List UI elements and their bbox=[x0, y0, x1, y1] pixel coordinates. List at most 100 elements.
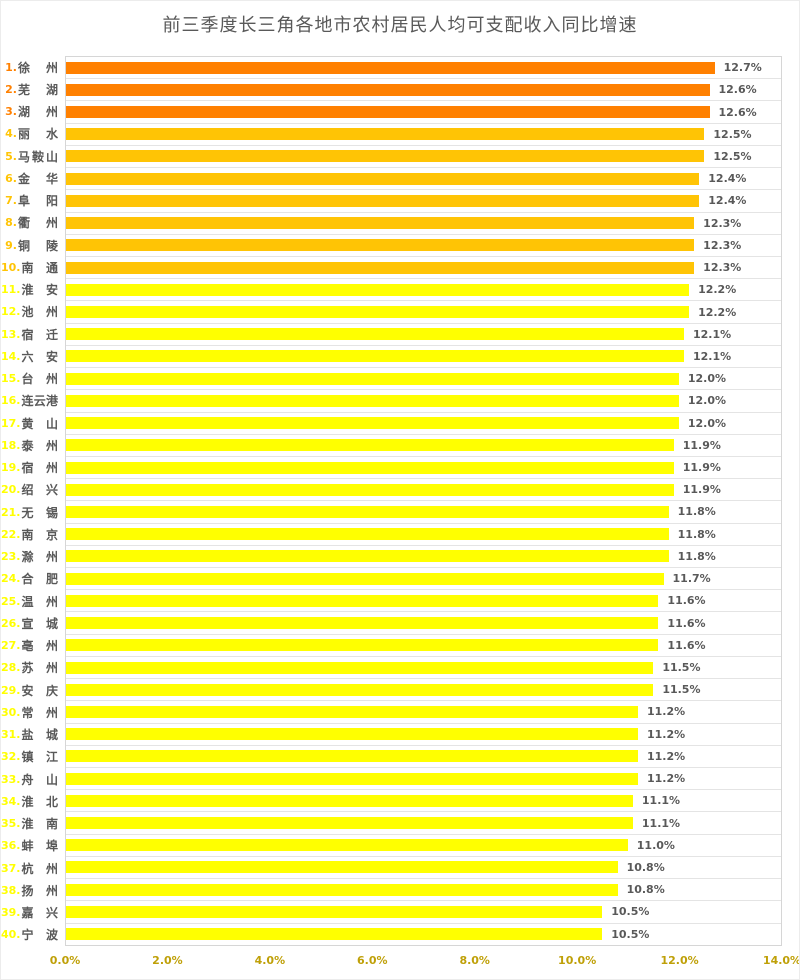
bar bbox=[66, 61, 715, 74]
city-name: 铜陵 bbox=[18, 237, 58, 254]
city-name-char: 安 bbox=[45, 349, 58, 364]
bar-row: 11.6% bbox=[66, 590, 781, 613]
rank-number: 16. bbox=[1, 394, 21, 408]
city-name: 马鞍山 bbox=[18, 148, 58, 165]
bar bbox=[66, 106, 710, 119]
value-label: 11.6% bbox=[667, 594, 706, 608]
category-label-row: 38. 扬州 bbox=[1, 879, 63, 901]
rank-number: 34. bbox=[1, 794, 21, 808]
city-name-char: 丽 bbox=[18, 127, 31, 142]
bar-row: 10.8% bbox=[66, 857, 781, 880]
city-name-char: 金 bbox=[18, 171, 31, 186]
city-name-char: 埠 bbox=[45, 839, 58, 854]
bar-row: 10.5% bbox=[66, 924, 781, 945]
category-label-row: 4. 丽水 bbox=[1, 123, 63, 145]
category-label-row: 28. 苏州 bbox=[1, 657, 63, 679]
value-label: 12.0% bbox=[687, 394, 727, 408]
bar bbox=[66, 505, 669, 518]
rank-number: 12. bbox=[1, 305, 21, 319]
bar bbox=[66, 528, 669, 541]
city-name-char: 宣 bbox=[21, 616, 34, 631]
value-label: 11.2% bbox=[647, 772, 686, 786]
bar-row: 11.8% bbox=[66, 524, 781, 546]
city-name: 湖州 bbox=[18, 103, 58, 120]
bar bbox=[66, 572, 664, 585]
city-name: 金华 bbox=[18, 170, 58, 187]
category-label-row: 14. 六安 bbox=[1, 345, 63, 367]
bar bbox=[66, 883, 618, 896]
value-label: 11.9% bbox=[682, 483, 721, 497]
bar bbox=[66, 261, 695, 274]
city-name-char: 北 bbox=[45, 794, 58, 809]
city-name: 南通 bbox=[22, 259, 59, 276]
city-name-char: 亳 bbox=[21, 639, 34, 654]
city-name-char: 池 bbox=[21, 305, 34, 320]
bar bbox=[66, 750, 638, 763]
rank-number: 13. bbox=[1, 327, 21, 341]
rank-number: 24. bbox=[1, 572, 21, 586]
city-name-char: 陵 bbox=[45, 238, 58, 253]
x-axis-tick: 12.0% bbox=[660, 954, 699, 967]
x-axis-tick: 14.0% bbox=[762, 954, 800, 967]
value-label: 10.8% bbox=[626, 860, 665, 874]
city-name-char: 南 bbox=[21, 260, 34, 275]
chart-title: 前三季度长三角各地市农村居民人均可支配收入同比增速 bbox=[162, 15, 638, 36]
value-label: 11.2% bbox=[647, 705, 686, 719]
city-name: 衢州 bbox=[18, 214, 58, 231]
category-labels: 1. 徐州 2. 芜湖 3. 湖州 4. 丽水 5. 马鞍山 6. 金华 7. 阜阳 8. 衢州 9. 铜陵 10.… bbox=[1, 56, 63, 946]
value-label: 12.0% bbox=[687, 372, 727, 386]
city-name-char: 安 bbox=[21, 683, 34, 698]
city-name: 淮北 bbox=[22, 793, 59, 810]
city-name: 池州 bbox=[22, 303, 59, 320]
city-name: 嘉兴 bbox=[22, 904, 59, 921]
city-name-char: 泰 bbox=[21, 438, 34, 453]
bar bbox=[66, 150, 705, 163]
rank-number: 15. bbox=[1, 372, 21, 386]
rank-number: 38. bbox=[1, 883, 21, 897]
value-label: 11.6% bbox=[667, 638, 706, 652]
bar bbox=[66, 905, 603, 918]
category-label-row: 18. 泰州 bbox=[1, 434, 63, 456]
city-name-char: 兴 bbox=[45, 906, 58, 921]
bar-row: 11.7% bbox=[66, 568, 781, 591]
value-label: 12.7% bbox=[723, 61, 762, 75]
bar-row: 11.5% bbox=[66, 657, 781, 680]
bar-row: 12.3% bbox=[66, 213, 781, 235]
rank-number: 14. bbox=[1, 349, 21, 363]
city-name-char: 鞍 bbox=[31, 149, 44, 164]
value-label: 10.8% bbox=[626, 883, 665, 897]
bar-row: 12.0% bbox=[66, 390, 781, 413]
city-name-char: 州 bbox=[45, 305, 58, 320]
category-label-row: 16. 连云港 bbox=[1, 390, 63, 412]
city-name: 宣城 bbox=[22, 615, 59, 632]
rank-number: 39. bbox=[1, 906, 21, 920]
bar bbox=[66, 239, 695, 252]
rank-number: 26. bbox=[1, 616, 21, 630]
city-name-char: 州 bbox=[45, 861, 58, 876]
city-name-char: 镇 bbox=[21, 750, 34, 765]
value-label: 11.2% bbox=[647, 749, 686, 763]
x-axis: 0.0% 2.0% 4.0% 6.0% 8.0% 10.0% 12.0% 14.0% bbox=[50, 946, 799, 976]
category-label-row: 40. 宁波 bbox=[1, 924, 63, 946]
category-label-row: 19. 宿州 bbox=[1, 457, 63, 479]
category-label-row: 7. 阜阳 bbox=[1, 190, 63, 212]
bar bbox=[66, 928, 603, 941]
value-label: 12.6% bbox=[718, 105, 757, 119]
rank-number: 11. bbox=[1, 283, 21, 297]
city-name-char: 湖 bbox=[45, 82, 58, 97]
category-label-row: 22. 南京 bbox=[1, 523, 63, 545]
category-label-row: 31. 盐城 bbox=[1, 724, 63, 746]
value-label: 11.2% bbox=[647, 727, 686, 741]
category-label-row: 33. 舟山 bbox=[1, 768, 63, 790]
rank-number: 17. bbox=[1, 416, 21, 430]
rank-number: 1. bbox=[5, 60, 17, 74]
bar-row: 12.4% bbox=[66, 168, 781, 191]
category-label-row: 25. 温州 bbox=[1, 590, 63, 612]
city-name: 宁波 bbox=[22, 926, 59, 943]
category-label-row: 34. 淮北 bbox=[1, 790, 63, 812]
city-name: 芜湖 bbox=[18, 81, 58, 98]
city-name-char: 州 bbox=[45, 550, 58, 565]
city-name: 无锡 bbox=[22, 504, 59, 521]
city-name: 台州 bbox=[22, 370, 59, 387]
city-name: 黄山 bbox=[22, 415, 59, 432]
